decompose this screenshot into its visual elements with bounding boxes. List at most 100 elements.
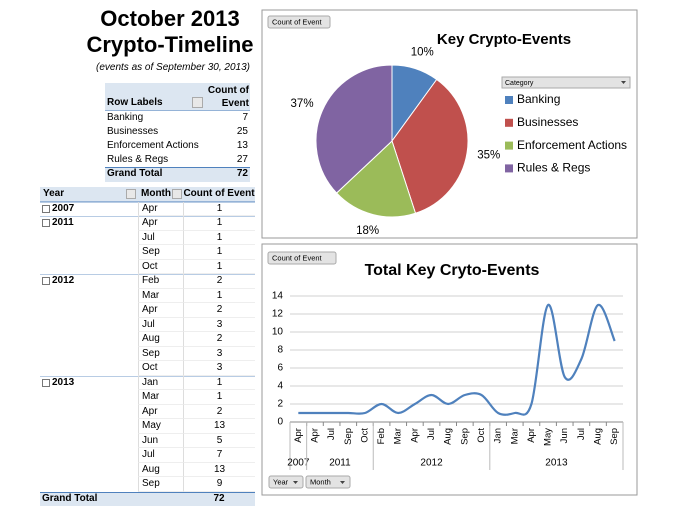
count-cell: 3 [183, 361, 255, 376]
row-value: 27 [236, 154, 248, 165]
row-label: Banking [107, 112, 144, 123]
y-tick-label: 14 [272, 291, 284, 302]
data-label: 18% [356, 225, 379, 237]
month-cell: Aug [138, 332, 183, 347]
row-label: Businesses [107, 126, 159, 137]
month-cell: Sep [138, 477, 183, 492]
total-label: Grand Total [42, 492, 98, 504]
x-tick-label: Aug [593, 428, 604, 445]
count-cell: 1 [183, 216, 255, 231]
legend-entry: Businesses [517, 115, 578, 129]
count-cell: 13 [183, 462, 255, 477]
legend-swatch [505, 164, 513, 173]
x-tick-label: Apr [409, 428, 420, 443]
pivot-header-bg [40, 187, 255, 202]
group-row-line [40, 201, 255, 203]
month-cell: Apr [138, 404, 183, 419]
filter-button[interactable] [126, 189, 136, 199]
x-tick-label: Apr [309, 428, 320, 443]
year-label: 2011 [52, 217, 74, 228]
data-label: 10% [411, 47, 434, 59]
data-label: 37% [291, 98, 314, 110]
y-tick-label: 10 [272, 327, 284, 338]
pie-slice [391, 78, 469, 214]
filter-button[interactable] [192, 97, 203, 108]
x-tick-label: Jul [576, 428, 587, 440]
total-label: Grand Total [107, 168, 163, 179]
count-cell: 2 [183, 274, 255, 289]
y-tick-label: 8 [277, 345, 283, 356]
column-header: Count of Event [183, 188, 255, 199]
field-button-label: Count of Event [272, 17, 323, 26]
year-label: 2007 [52, 202, 75, 214]
field-button[interactable] [267, 15, 331, 29]
year-label: 2013 [52, 376, 75, 388]
month-cell: Mar [138, 390, 183, 405]
x-tick-label: Sep [609, 428, 620, 445]
y-tick-label: 4 [277, 381, 283, 392]
x-tick-label: Jun [559, 428, 570, 443]
row-value: 13 [236, 140, 248, 151]
month-cell: May [138, 419, 183, 434]
dropdown-arrow [621, 81, 626, 84]
data-label: 35% [477, 150, 500, 162]
count-cell: 1 [183, 288, 255, 303]
x-tick-label: Jul [426, 428, 437, 440]
count-cell: 1 [183, 245, 255, 260]
axis-button-label: Year [273, 477, 289, 486]
collapse-icon[interactable] [42, 219, 50, 227]
count-cell: 1 [183, 259, 255, 274]
pivot-header-bg [105, 83, 250, 111]
month-cell: Feb [138, 274, 183, 289]
year-label: 2013 [545, 458, 568, 469]
row-value: 25 [236, 126, 248, 137]
field-button-label: Count of Event [272, 253, 323, 262]
axis-button[interactable] [305, 475, 351, 489]
legend-swatch [505, 96, 513, 104]
month-cell: Jul [138, 448, 183, 463]
legend-filter[interactable] [501, 76, 631, 89]
y-tick-label: 2 [277, 399, 283, 410]
count-cell: 1 [183, 375, 255, 390]
x-tick-label: Sep [343, 428, 354, 445]
count-cell: 1 [183, 201, 255, 216]
month-cell: Oct [138, 259, 183, 274]
month-cell: Aug [138, 462, 183, 477]
count-cell: 1 [183, 230, 255, 245]
x-tick-label: Jul [326, 428, 337, 440]
collapse-icon[interactable] [42, 204, 50, 213]
count-cell: 2 [183, 303, 255, 318]
x-tick-label: Oct [476, 428, 487, 443]
column-header: Count of Event [207, 85, 249, 109]
column-header: Year [43, 188, 65, 199]
field-button[interactable] [267, 251, 337, 265]
pie-slice [315, 64, 393, 194]
legend-title: Category [505, 80, 534, 87]
month-cell: Apr [138, 216, 183, 231]
year-label: 2012 [420, 458, 443, 469]
count-cell: 13 [183, 419, 255, 434]
chart-title: Total Key Cryto-Events [365, 262, 540, 279]
row-label: Rules & Regs [107, 154, 169, 165]
x-tick-label: Apr [526, 428, 537, 443]
chart-title: Key Crypto-Events [437, 31, 571, 48]
axis-button[interactable] [268, 475, 304, 489]
total-value: 72 [236, 168, 248, 179]
legend-swatch [505, 141, 513, 150]
pie-slice [335, 140, 417, 218]
legend-entry: Enforcement Actions [517, 138, 627, 152]
axis-button-label: Month [310, 477, 331, 486]
x-tick-label: Sep [459, 428, 470, 445]
group-row-line [40, 274, 255, 275]
collapse-icon[interactable] [42, 277, 50, 285]
total-bg [40, 491, 255, 506]
count-cell: 3 [183, 317, 255, 332]
collapse-icon[interactable] [42, 378, 50, 387]
x-tick-label: Apr [293, 428, 304, 443]
filter-button[interactable] [172, 189, 182, 199]
line-chart-frame [261, 243, 638, 496]
month-cell: Mar [138, 288, 183, 303]
month-cell: Jan [138, 375, 183, 390]
